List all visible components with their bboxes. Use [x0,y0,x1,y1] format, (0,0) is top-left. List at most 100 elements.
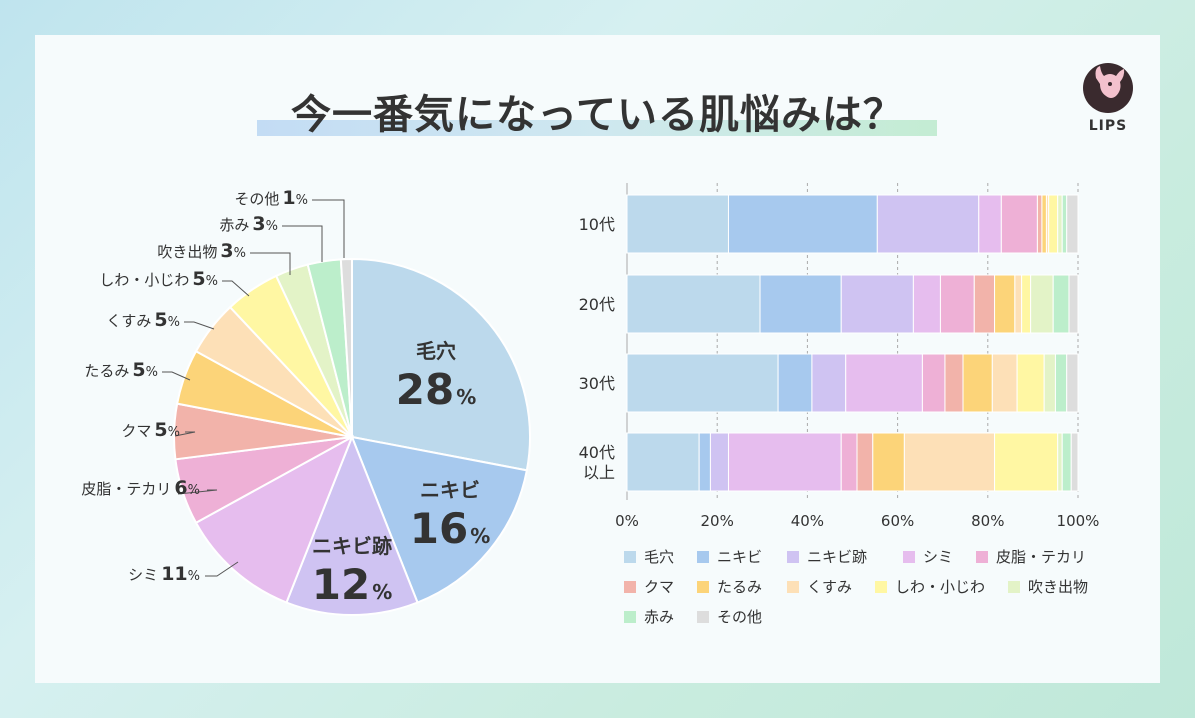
bar-segment-4-7 [872,432,905,492]
pie-outside-label-9: しわ・小じわ 5% [99,268,218,290]
pie-label-name-3: ニキビ跡 [312,534,392,558]
pie-slice-4 [194,434,354,604]
deer-icon [1083,63,1133,113]
pie-leader-line-9 [222,280,250,297]
legend-swatch-7 [697,581,709,593]
bar-xtick-1: 20% [701,512,734,530]
pie-outside-label-4: シミ 11% [128,563,200,585]
bar-segment-1-4 [978,194,1002,254]
legend-label-6: クマ [644,578,674,596]
pie-leader-line-7 [162,371,191,381]
bar-xtick-4: 80% [971,512,1004,530]
bar-segment-1-11 [1061,194,1068,254]
bar-segment-3-2 [777,353,813,413]
legend-swatch-3 [787,551,799,563]
legend-label-5: 皮脂・テカリ [996,548,1086,566]
pie-leader-line-8 [184,321,215,330]
pie-leader-line-4 [205,561,239,577]
legend-swatch-11 [624,611,636,623]
bar-segment-2-2 [759,274,842,334]
pie-label-name-2: ニキビ [420,478,480,502]
bar-segment-3-3 [811,353,847,413]
title-underline [257,120,937,136]
bar-segment-4-12 [1070,432,1079,492]
bar-segment-2-12 [1068,274,1079,334]
bar-segment-3-12 [1066,353,1079,413]
pie-slice-2 [350,435,529,604]
bar-segment-1-2 [727,194,878,254]
pie-leader-line-10 [250,252,291,275]
legend-swatch-1 [624,551,636,563]
bar-segment-1-10 [1057,194,1063,254]
bar-segment-1-7 [1041,194,1047,254]
bar-xtick-2: 40% [791,512,824,530]
legend-label-7: たるみ [717,578,762,596]
pie-outside-label-11: 赤み 3% [219,213,278,235]
bar-segment-2-8 [1014,274,1023,334]
bar-segment-2-1 [626,274,761,334]
legend-label-12: その他 [717,608,762,626]
bar-category-label-4-1: 40代 [579,443,615,462]
legend-swatch-5 [976,551,988,563]
bar-segment-4-8 [903,432,996,492]
bar-category-label-2: 20代 [579,295,615,314]
logo-text: LIPS [1088,118,1128,134]
bar-segment-4-2 [698,432,711,492]
legend-label-9: しわ・小じわ [895,578,985,596]
bar-segment-3-5 [921,353,946,413]
legend-label-8: くすみ [807,578,852,596]
bar-xtick-5: 100% [1057,512,1100,530]
bar-segment-4-6 [856,432,874,492]
bar-segment-3-11 [1054,353,1068,413]
bar-segment-1-5 [1000,194,1038,254]
legend-swatch-8 [787,581,799,593]
bar-segment-2-4 [912,274,941,334]
pie-outside-label-12: その他 1% [234,187,308,209]
bar-segment-3-8 [991,353,1018,413]
bar-segment-2-10 [1030,274,1054,334]
legend-swatch-9 [875,581,887,593]
bar-segment-4-4 [727,432,842,492]
legend-label-4: シミ [923,548,953,566]
pie-outside-label-7: たるみ 5% [84,359,158,381]
pie-outside-label-6: クマ 5% [121,419,180,441]
bar-segment-3-6 [944,353,964,413]
legend-swatch-10 [1008,581,1020,593]
bar-segment-1-9 [1048,194,1059,254]
pie-label-value-1: 28% [396,365,477,414]
bar-segment-3-7 [962,353,993,413]
pie-label-name-1: 毛穴 [416,339,456,363]
pie-outside-label-8: くすみ 5% [106,309,180,331]
bar-xtick-0: 0% [615,512,639,530]
bar-segment-2-6 [973,274,996,334]
bar-segment-4-9 [994,432,1059,492]
bar-segment-4-3 [709,432,729,492]
bar-segment-4-11 [1061,432,1072,492]
bar-segment-2-11 [1052,274,1070,334]
pie-leader-line-6 [174,431,196,437]
legend-label-1: 毛穴 [644,548,674,566]
pie-leader-line-11 [282,225,323,262]
pie-slice-12 [339,257,353,438]
bar-segment-3-4 [845,353,923,413]
bar-segment-1-1 [626,194,729,254]
bar-segment-1-6 [1036,194,1043,254]
bar-segment-2-5 [939,274,975,334]
bar-segment-2-3 [840,274,914,334]
bar-category-label-3: 30代 [579,374,615,393]
bar-segment-2-7 [994,274,1016,334]
bar-segment-3-9 [1016,353,1045,413]
legend-label-10: 吹き出物 [1028,578,1088,596]
chart-title: 今一番気になっている肌悩みは？ [291,92,904,138]
pie-outside-label-5: 皮脂・テカリ 6% [81,477,200,499]
bar-segment-3-10 [1043,353,1056,413]
pie-slice-1 [351,257,531,472]
legend-label-2: ニキビ [717,548,762,566]
bar-segment-1-12 [1066,194,1079,254]
bar-segment-1-3 [876,194,980,254]
bar-segment-4-10 [1057,432,1063,492]
bar-segment-4-5 [840,432,858,492]
bar-category-label-4-2: 以上 [583,463,615,482]
